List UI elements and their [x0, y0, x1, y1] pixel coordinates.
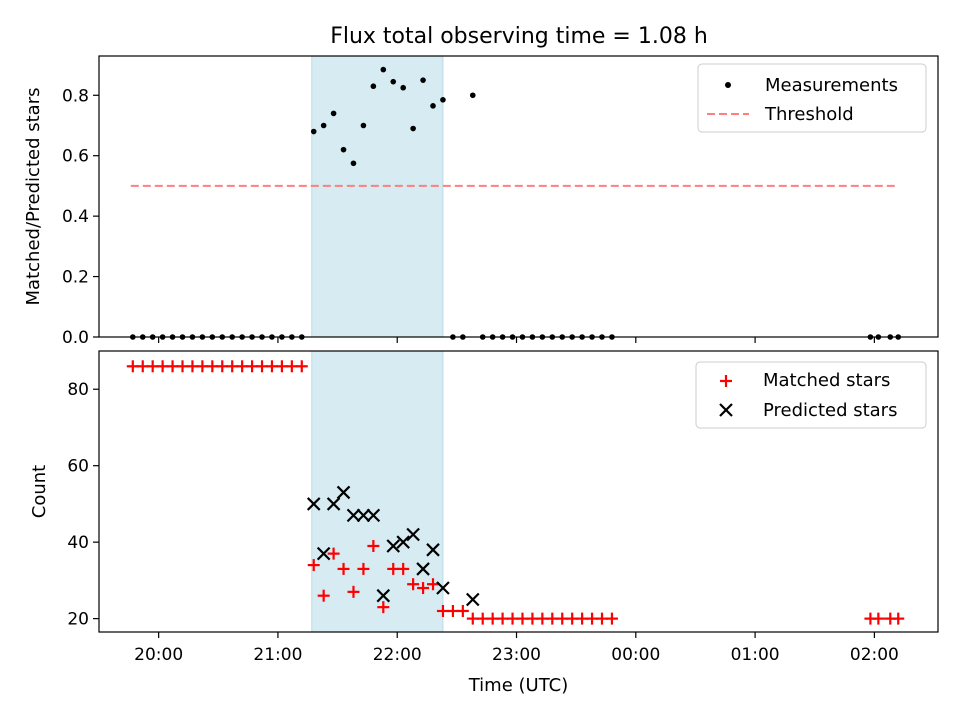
- bottom-xtick-label: 22:00: [373, 645, 422, 665]
- measurement-point: [340, 146, 347, 153]
- chart-title: Flux total observing time = 1.08 h: [330, 24, 708, 49]
- bottom-y-axis-label: Count: [29, 465, 50, 518]
- matched-star-point: [377, 601, 390, 614]
- count-points: [126, 360, 905, 625]
- bottom-legend-box: [695, 361, 927, 429]
- legend-matched-label: Matched stars: [763, 370, 890, 391]
- matched-star-point: [327, 547, 340, 560]
- predicted-star-point: [406, 527, 420, 542]
- bottom-xtick-label: 20:00: [134, 645, 183, 665]
- bottom-shaded-span: [311, 350, 444, 633]
- predicted-star-point: [376, 588, 391, 603]
- measurement-point: [370, 83, 377, 90]
- predicted-star-point: [386, 539, 401, 553]
- predicted-star-point: [465, 592, 480, 607]
- predicted-star-point: [366, 508, 381, 523]
- measurement-point: [400, 84, 406, 91]
- x-axis-label: Time (UTC): [468, 675, 569, 696]
- top-ytick-label: 0.8: [62, 86, 89, 106]
- matched-star-point: [605, 612, 618, 625]
- legend-measurements-label: Measurements: [765, 75, 898, 96]
- bottom-xtick-label: 23:00: [492, 645, 541, 665]
- measurement-point: [310, 128, 317, 135]
- bottom-xtick-label: 02:00: [850, 645, 899, 665]
- top-ytick-label: 0.6: [62, 147, 89, 167]
- matched-star-point: [295, 360, 308, 373]
- matched-star-point: [307, 559, 320, 572]
- predicted-star-point: [426, 543, 440, 557]
- matched-star-point: [367, 539, 380, 552]
- matched-star-point: [427, 578, 440, 591]
- bottom-ytick-label: 40: [67, 533, 89, 553]
- predicted-star-point: [306, 497, 321, 511]
- matched-star-point: [317, 589, 330, 602]
- bottom-ytick-label: 60: [67, 457, 89, 477]
- top-ytick-label: 0.2: [62, 268, 89, 288]
- top-ytick-label: 0.4: [62, 207, 89, 227]
- predicted-star-point: [336, 485, 351, 500]
- matched-star-point: [892, 612, 905, 625]
- matched-star-point: [357, 562, 370, 575]
- measurement-point: [380, 66, 387, 73]
- top-ytick-label: 0.0: [62, 328, 89, 348]
- legend-matched-marker: [720, 375, 732, 387]
- top-legend: Measurements Threshold: [697, 63, 927, 133]
- measurement-point: [420, 77, 426, 83]
- measurement-point: [430, 103, 436, 109]
- matched-star-point: [347, 585, 360, 598]
- predicted-star-point: [356, 508, 371, 523]
- measurement-point: [469, 92, 476, 99]
- measurement-point: [390, 78, 397, 85]
- bottom-legend: Matched stars Predicted stars: [695, 361, 927, 429]
- legend-threshold-label: Threshold: [764, 104, 854, 125]
- bottom-ytick-label: 80: [67, 380, 89, 400]
- matched-star-point: [407, 578, 420, 591]
- top-axis-ticks: 0.0 0.2 0.4 0.6 0.8: [62, 86, 875, 348]
- bottom-axes-frame: [98, 350, 939, 633]
- legend-measurements-marker: [725, 82, 731, 88]
- legend-predicted-label: Predicted stars: [763, 400, 897, 421]
- measurement-point: [350, 160, 357, 167]
- measurement-point: [360, 122, 367, 129]
- matched-star-point: [397, 562, 410, 575]
- measurement-point: [440, 97, 446, 103]
- bottom-xtick-label: 00:00: [611, 645, 660, 665]
- predicted-star-point: [416, 562, 430, 576]
- top-y-axis-label: Matched/Predicted stars: [23, 88, 44, 306]
- predicted-star-point: [436, 581, 450, 595]
- top-panel: 0.00.20.40.60.8 Matched/Predicted stars …: [23, 55, 939, 348]
- measurement-point: [320, 122, 327, 129]
- bottom-xtick-label: 21:00: [253, 645, 302, 665]
- measurement-point: [330, 110, 337, 117]
- bottom-axis-ticks: 20 40 60 80 20:00 21:00 22:00 23:00 00:00 01:00 02…: [67, 380, 899, 665]
- predicted-star-point: [396, 535, 410, 549]
- bottom-xtick-label: 01:00: [731, 645, 780, 665]
- predicted-star-point: [326, 497, 341, 511]
- matched-star-point: [337, 562, 350, 575]
- matched-star-point: [456, 604, 469, 617]
- legend-predicted-marker: [719, 403, 733, 417]
- measurement-point: [410, 125, 416, 132]
- top-legend-box: [697, 63, 927, 133]
- top-axes-frame: [98, 55, 939, 338]
- predicted-star-point: [346, 508, 361, 523]
- bottom-panel: 20 40 60 80 20:00 21:00 22:00 23:00 00:00 01:00 02…: [29, 350, 939, 696]
- matched-star-point: [417, 582, 430, 595]
- predicted-star-point: [316, 546, 331, 561]
- bottom-ytick-label: 20: [67, 610, 89, 630]
- matched-star-point: [872, 612, 885, 625]
- top-shaded-span: [311, 55, 444, 338]
